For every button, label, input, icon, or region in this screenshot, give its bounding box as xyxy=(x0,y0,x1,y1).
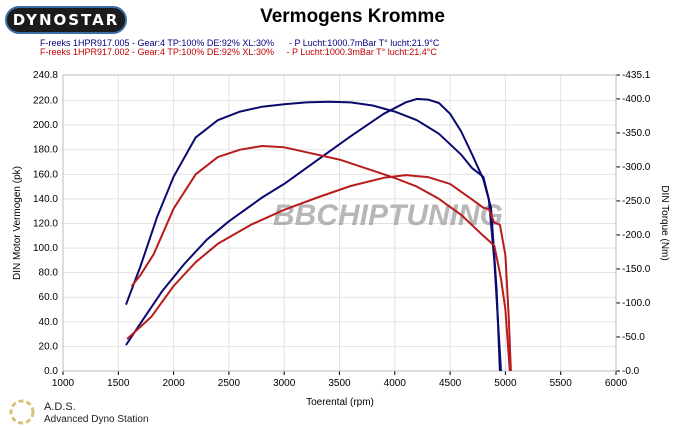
chart-title: Vermogens Kromme xyxy=(260,6,445,27)
x-axis-label: Toerental (rpm) xyxy=(306,397,374,408)
x-tick-label: 1500 xyxy=(107,378,130,389)
watermark: BBCHIPTUNING xyxy=(273,199,503,232)
x-tick-label: 4000 xyxy=(384,378,407,389)
y-tick-label: 100.0 xyxy=(33,243,58,254)
y-tick-label: 220.0 xyxy=(33,96,58,107)
y2-tick-label: -50.0 xyxy=(622,332,645,343)
y-tick-label: 40.0 xyxy=(39,317,59,328)
y2-tick-label: -0.0 xyxy=(622,366,640,377)
x-tick-label: 5000 xyxy=(494,378,517,389)
y-tick-label: 20.0 xyxy=(39,341,59,352)
series-line-3 xyxy=(130,145,511,372)
y-tick-label: 120.0 xyxy=(33,218,58,229)
y-tick-label: 0.0 xyxy=(44,366,58,377)
x-tick-label: 3500 xyxy=(328,378,351,389)
y-tick-label: 160.0 xyxy=(33,169,58,180)
x-tick-label: 5500 xyxy=(550,378,573,389)
ads-logo-icon xyxy=(9,399,35,425)
plot-frame xyxy=(62,74,617,372)
logo-text: DYNOSTAR xyxy=(12,11,120,29)
y-tick-label: 140.0 xyxy=(33,194,58,205)
y-tick-label: 80.0 xyxy=(39,268,59,279)
series-line-2 xyxy=(125,97,501,372)
y2-tick-label: -435.1 xyxy=(622,70,651,81)
y2-tick-label: -300.0 xyxy=(622,162,651,173)
y-tick-label: 180.0 xyxy=(33,145,58,156)
legend-entry-1: F-reeks 1HPR917.005 - Gear:4 TP:100% DE:… xyxy=(40,38,440,48)
x-tick-label: 3000 xyxy=(273,378,296,389)
x-tick-label: 6000 xyxy=(605,378,628,389)
y-tick-label: 240.8 xyxy=(33,70,58,81)
x-tick-label: 1000 xyxy=(52,378,75,389)
y-axis-label: DIN Motor Vermogen (pk) xyxy=(12,166,23,280)
footer-brand: A.D.S. xyxy=(44,401,76,413)
x-tick-label: 2000 xyxy=(162,378,185,389)
legend-entry-2: F-reeks 1HPR917.002 - Gear:4 TP:100% DE:… xyxy=(40,47,437,57)
dynostar-logo: DYNOSTAR xyxy=(5,6,127,34)
y2-tick-label: -200.0 xyxy=(622,230,651,241)
footer-subtitle: Advanced Dyno Station xyxy=(44,414,149,425)
series-line-1 xyxy=(125,100,502,372)
y2-axis-label: DIN Torque (Nm) xyxy=(659,185,670,260)
y2-tick-label: -250.0 xyxy=(622,196,651,207)
y2-tick-label: -400.0 xyxy=(622,94,651,105)
y2-tick-label: -350.0 xyxy=(622,128,651,139)
y-tick-label: 60.0 xyxy=(39,292,59,303)
y2-tick-label: -100.0 xyxy=(622,298,651,309)
y-tick-label: 200.0 xyxy=(33,120,58,131)
series-line-4 xyxy=(126,174,512,372)
y2-tick-label: -150.0 xyxy=(622,264,651,275)
x-tick-label: 4500 xyxy=(439,378,462,389)
x-tick-label: 2500 xyxy=(218,378,241,389)
